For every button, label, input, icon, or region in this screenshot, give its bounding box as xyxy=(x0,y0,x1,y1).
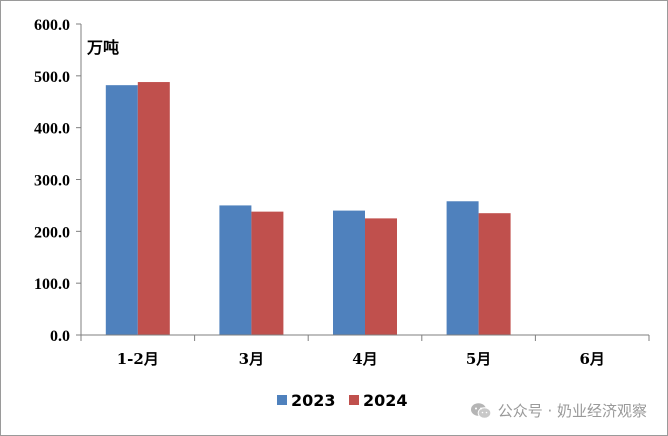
bar-2023-4 xyxy=(446,201,479,335)
x-category-label: 3月 xyxy=(239,350,264,368)
bar-2024-4 xyxy=(478,213,511,335)
watermark: 公众号 · 奶业经济观察 xyxy=(470,400,647,421)
y-tick-label: 400.0 xyxy=(34,121,70,138)
unit-label: 万吨 xyxy=(86,38,119,57)
x-category-label: 5月 xyxy=(466,350,491,368)
bar-2023-3 xyxy=(333,210,365,335)
bars xyxy=(105,82,511,335)
bar-2024-2 xyxy=(251,211,284,335)
legend-label-2023: 2023 xyxy=(291,391,336,410)
y-tick-label: 100.0 xyxy=(34,276,70,293)
y-tick-label: 600.0 xyxy=(34,17,70,34)
legend-swatch-2023 xyxy=(277,395,287,405)
watermark-text: 公众号 · 奶业经济观察 xyxy=(497,402,647,420)
bar-2024-1 xyxy=(137,82,170,335)
y-tick-label: 200.0 xyxy=(34,224,70,241)
y-tick-label: 0.0 xyxy=(50,328,70,345)
x-axis-labels: 1-2月 3月 4月 5月 6月 xyxy=(117,350,605,368)
bar-2023-1 xyxy=(105,85,138,335)
axes xyxy=(80,24,650,341)
y-axis-ticks: 0.0 100.0 200.0 300.0 400.0 500.0 600.0 xyxy=(34,17,81,345)
bar-2023-2 xyxy=(219,205,252,335)
legend: 2023 2024 xyxy=(277,391,408,410)
y-tick-label: 300.0 xyxy=(34,173,70,190)
bar-2024-3 xyxy=(365,218,397,335)
x-category-label: 1-2月 xyxy=(117,350,159,368)
x-category-label: 6月 xyxy=(579,350,604,368)
wechat-icon xyxy=(470,402,491,419)
x-category-label: 4月 xyxy=(352,350,377,368)
y-tick-label: 500.0 xyxy=(34,69,70,86)
legend-label-2024: 2024 xyxy=(363,391,408,410)
legend-swatch-2024 xyxy=(349,395,359,405)
